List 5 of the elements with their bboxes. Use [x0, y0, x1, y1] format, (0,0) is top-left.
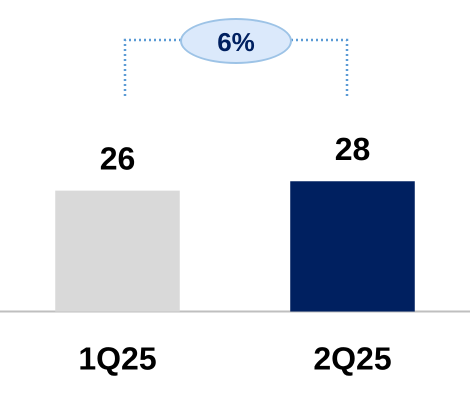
text: 6% — [180, 18, 292, 64]
x-tick-label: 2Q25 — [313, 340, 392, 377]
x-tick-label: 1Q25 — [78, 340, 157, 377]
data-label: 28 — [334, 131, 370, 168]
data-label: 26 — [100, 140, 136, 176]
